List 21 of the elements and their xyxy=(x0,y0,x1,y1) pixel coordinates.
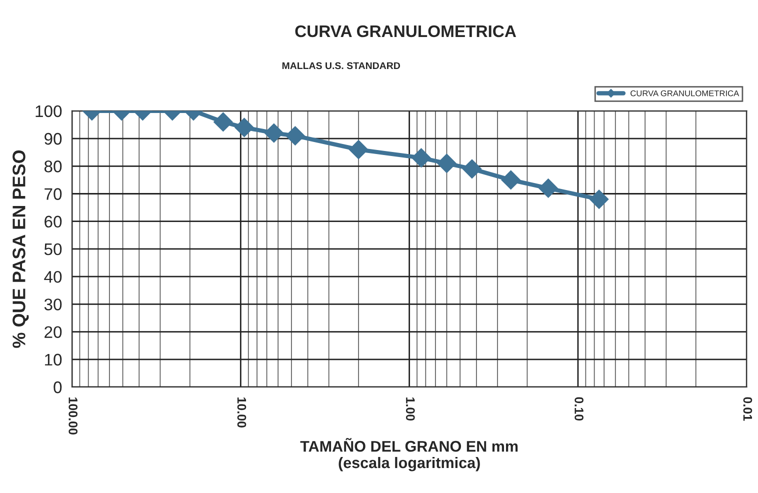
x-tick-label: 0.01 xyxy=(743,397,752,421)
y-tick-label: 90 xyxy=(44,132,62,145)
y-tick-label: 0 xyxy=(54,381,62,394)
y-tick-label: 40 xyxy=(44,270,62,283)
chart-subtitle: MALLAS U.S. STANDARD xyxy=(282,62,400,70)
y-tick-label: 20 xyxy=(44,326,62,338)
x-axis-title: TAMAÑO DEL GRANO EN mm (escala logaritmica) xyxy=(300,438,518,472)
y-tick-label: 30 xyxy=(44,298,62,310)
x-tick-label: 0.10 xyxy=(574,397,584,421)
x-tick-label: 10.00 xyxy=(237,398,246,428)
y-tick-label: 10 xyxy=(45,354,62,366)
y-tick-label: 70 xyxy=(44,188,62,200)
x-tick-label: 1.00 xyxy=(406,398,415,421)
chart-title: CURVA GRANULOMETRICA xyxy=(295,25,516,38)
legend-label: CURVA GRANULOMETRICA xyxy=(630,90,740,96)
y-tick-label: 100 xyxy=(36,105,62,118)
y-axis-title: % QUE PASA EN PESO xyxy=(12,150,29,348)
y-tick-label: 60 xyxy=(44,216,62,228)
y-tick-label: 50 xyxy=(44,243,62,256)
y-tick-label: 80 xyxy=(44,160,62,172)
x-tick-label: 100.00 xyxy=(68,398,78,434)
